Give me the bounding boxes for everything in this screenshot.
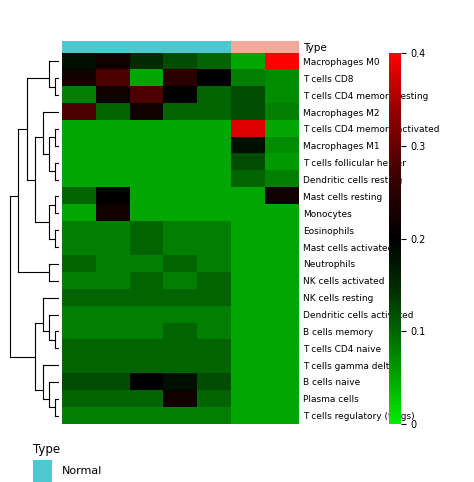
Text: Normal: Normal: [62, 467, 102, 476]
Text: Type: Type: [33, 443, 60, 456]
